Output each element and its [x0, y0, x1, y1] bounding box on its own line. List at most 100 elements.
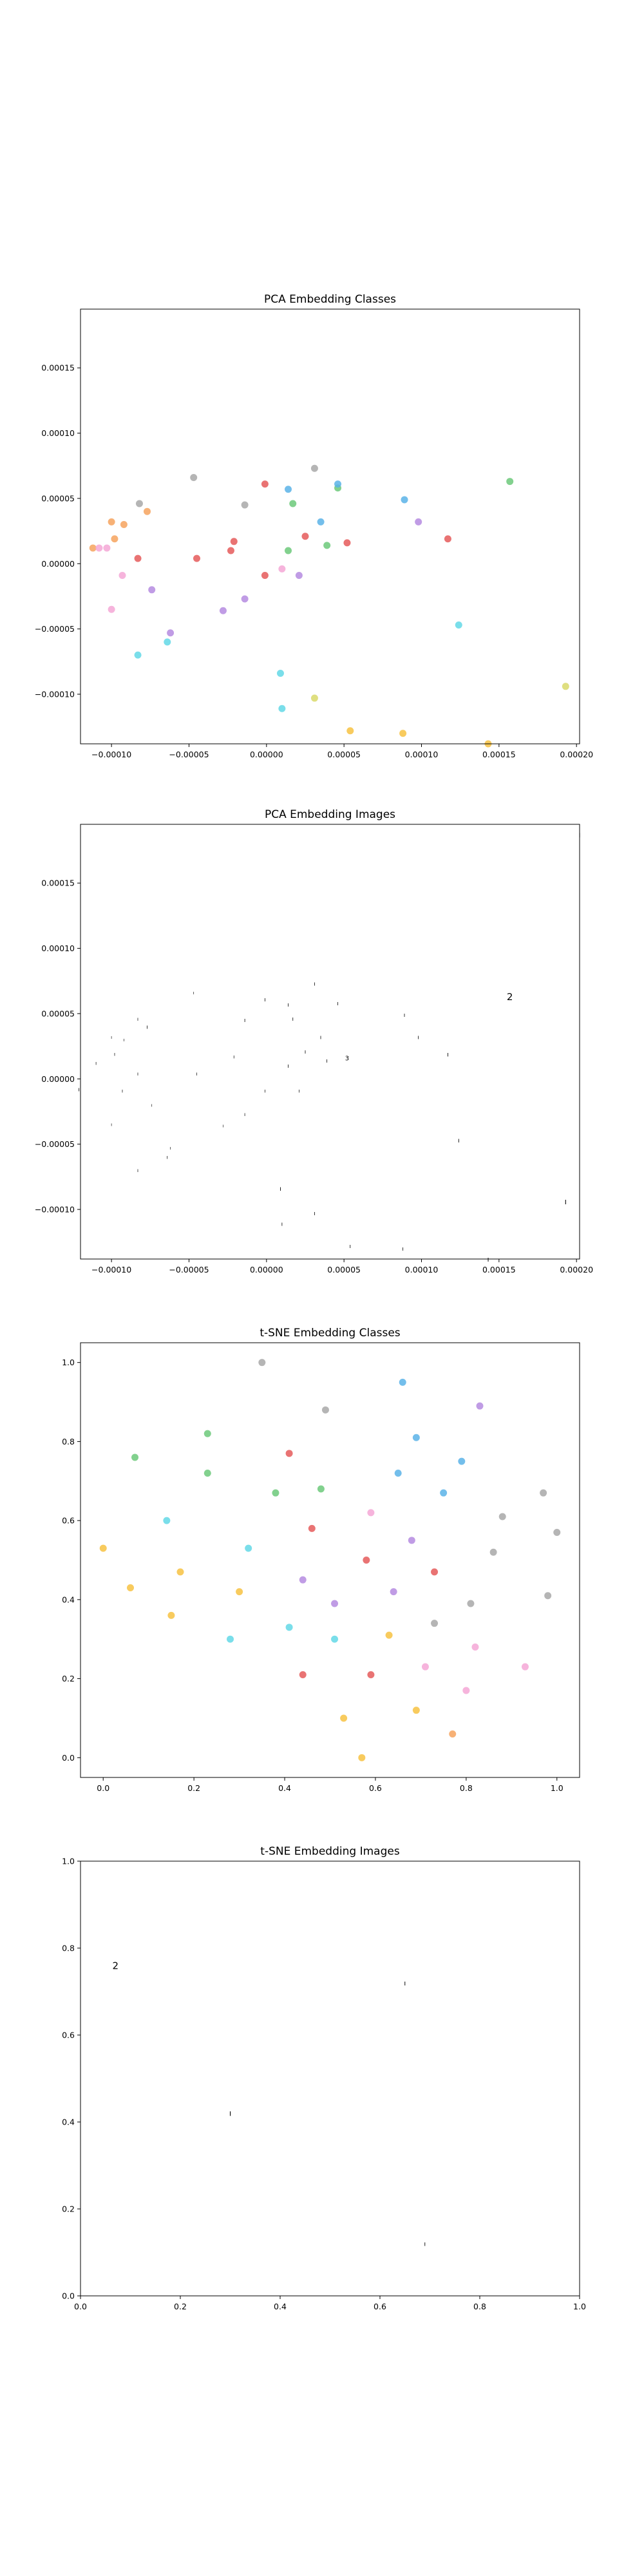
y-tick-label: 0.8: [62, 1944, 75, 1953]
scatter-point-17: [299, 1576, 307, 1584]
scatter-point-25: [276, 670, 284, 677]
scatter-point-43: [471, 1643, 479, 1651]
scatter-point-48: [562, 683, 569, 690]
scatter-point-46: [498, 1513, 506, 1520]
x-tick-label: 0.00010: [405, 750, 439, 759]
scatter-point-22: [241, 595, 249, 603]
scatter-point-27: [278, 565, 286, 573]
y-tick-label: 0.2: [62, 2204, 75, 2214]
image-thumbnail-41: ı: [458, 1137, 460, 1144]
scatter-point-44: [444, 535, 451, 543]
y-tick-label: 0.4: [62, 1595, 75, 1604]
scatter-point-28: [285, 486, 292, 493]
x-tick-label: 0.00020: [560, 750, 593, 759]
scatter-point-13: [148, 586, 156, 594]
chart-2: PCA Embedding Imagesıııııııııııııııııııı…: [35, 808, 593, 1274]
scatter-point-39: [343, 539, 351, 547]
scatter-point-16: [299, 1671, 307, 1678]
x-tick-label: 0.4: [274, 2302, 287, 2311]
scatter-point-47: [506, 478, 514, 486]
image-thumbnail-15: ı: [193, 990, 194, 996]
y-tick-label: 0.6: [62, 2031, 75, 2040]
image-thumbnail-32: ı: [320, 1035, 322, 1041]
plot-area: ı ı ı ı ı ı ı ı ı ı ı ı ı ı ı ı ı ı ı ı ı ı ı ı ı ı ı ı ı ı ı ı ı ı 3 ı ı ı ı ı…: [78, 830, 580, 1263]
scatter-point-3: [103, 544, 111, 552]
image-thumbnail-10: ı: [137, 1168, 138, 1173]
y-axis: 0.0 0.2 0.4 0.6 0.8 1.0: [62, 1857, 80, 2301]
x-axis: 0.0 0.2 0.4 0.6 0.8 1.0: [97, 1777, 564, 1793]
image-thumbnail-11: ı: [146, 1024, 148, 1030]
image-thumbnail-17: ı: [222, 1124, 223, 1129]
scatter-point-18: [219, 607, 227, 614]
y-tick-label: 0.00005: [41, 1009, 75, 1018]
plot-area: [99, 1359, 561, 1761]
scatter-point-4: [108, 518, 115, 526]
scatter-point-18: [308, 1524, 316, 1532]
y-tick-label: −0.00005: [35, 624, 75, 634]
plot-area: [89, 464, 569, 748]
scatter-point-26: [367, 1509, 375, 1517]
y-tick-label: 1.0: [62, 1857, 75, 1866]
x-tick-label: 0.8: [473, 2302, 486, 2311]
image-thumbnail-44: ı: [565, 1197, 567, 1206]
scatter-point-25: [363, 1557, 370, 1564]
y-tick-label: −0.00005: [35, 1139, 75, 1149]
image-thumbnail-5: ı: [111, 1122, 112, 1128]
image-thumbnail-35: 3: [345, 1055, 349, 1062]
scatter-point-7: [204, 1430, 211, 1437]
image-thumbnail-40: ı: [447, 1051, 449, 1058]
image-thumbnail-26: ı: [287, 1063, 289, 1070]
image-thumbnail-38: ı: [404, 1012, 406, 1019]
x-axis: 0.0 0.2 0.4 0.6 0.8 1.0: [74, 2296, 586, 2311]
scatter-point-8: [118, 572, 126, 580]
scatter-point-12: [143, 507, 151, 515]
chart-title: t-SNE Embedding Images: [260, 1845, 400, 1858]
x-tick-label: 0.00015: [482, 750, 516, 759]
image-thumbnail-29: ı: [305, 1049, 307, 1056]
y-tick-label: 0.00000: [41, 559, 75, 569]
scatter-point-31: [399, 1378, 406, 1386]
x-tick-label: 0.0: [74, 2302, 87, 2311]
scatter-point-17: [193, 554, 201, 562]
y-tick-label: 0.2: [62, 1674, 75, 1683]
scatter-point-40: [458, 1457, 466, 1465]
chart-3: t-SNE Embedding Classes 0.0 0.2 0.4 0.6 0.8 1.…: [62, 1327, 580, 1793]
scatter-point-11: [245, 1544, 252, 1552]
y-tick-label: 0.00015: [41, 878, 75, 888]
scatter-point-30: [394, 1470, 402, 1477]
scatter-point-21: [241, 501, 249, 509]
scatter-point-23: [340, 1714, 348, 1722]
scatter-point-11: [134, 651, 142, 659]
scatter-point-45: [489, 1548, 497, 1556]
x-tick-label: 1.0: [573, 2302, 586, 2311]
x-tick-label: 1.0: [551, 1783, 564, 1793]
y-tick-label: 0.0: [62, 2291, 75, 2301]
scatter-point-3: [131, 1454, 139, 1461]
chart-title: PCA Embedding Classes: [264, 293, 396, 306]
image-thumbnail-1: 2: [112, 1960, 118, 1971]
image-thumbnail-22: ı: [264, 1088, 265, 1094]
scatter-point-28: [385, 1631, 393, 1639]
image-thumbnail-33: ı: [326, 1058, 328, 1065]
x-tick-label: 0.2: [174, 2302, 187, 2311]
chart-1: PCA Embedding Classes −0.00010 −0.00005 0.0…: [35, 293, 593, 759]
scatter-point-33: [310, 464, 318, 472]
image-thumbnail-2: ı: [95, 1061, 97, 1066]
scatter-point-6: [176, 1568, 184, 1576]
image-thumbnail-16: ı: [196, 1071, 197, 1077]
y-tick-label: 0.0: [62, 1753, 75, 1763]
image-thumbnail-12: ı: [151, 1103, 153, 1108]
y-tick-label: 0.6: [62, 1516, 75, 1526]
scatter-point-19: [227, 547, 234, 554]
x-tick-label: 0.00005: [327, 1265, 361, 1274]
image-thumbnail-34: ı: [337, 1001, 339, 1007]
chart-title: PCA Embedding Images: [265, 808, 395, 821]
image-thumbnail-31: ı: [314, 1211, 316, 1217]
y-tick-label: 0.00005: [41, 493, 75, 503]
scatter-point-5: [111, 535, 118, 543]
scatter-point-38: [334, 480, 342, 488]
scatter-point-48: [540, 1489, 547, 1497]
y-tick-label: −0.00010: [35, 689, 75, 699]
scatter-point-15: [164, 638, 171, 646]
